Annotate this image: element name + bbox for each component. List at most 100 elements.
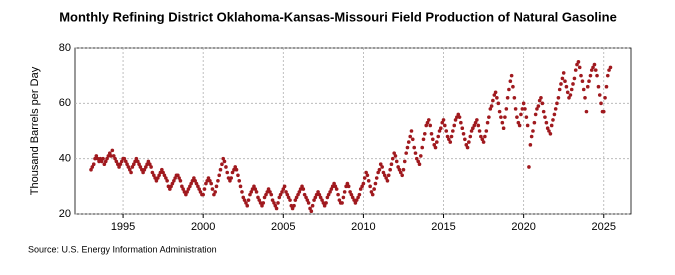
data-point	[465, 145, 470, 150]
data-point	[597, 93, 602, 97]
data-point	[353, 201, 358, 205]
data-point	[467, 140, 471, 144]
data-point	[107, 151, 112, 155]
data-point	[366, 179, 371, 183]
data-point	[158, 170, 163, 175]
data-point	[540, 101, 545, 106]
data-point	[297, 190, 302, 194]
data-point	[437, 129, 442, 133]
data-point	[608, 65, 613, 70]
data-point	[329, 187, 334, 191]
data-point	[587, 79, 591, 83]
data-point	[520, 107, 525, 111]
data-point	[605, 73, 610, 78]
data-point	[479, 134, 483, 139]
data-point	[180, 184, 184, 189]
data-point	[378, 162, 383, 166]
data-point	[168, 187, 172, 191]
data-point	[580, 79, 585, 83]
data-point	[225, 170, 230, 175]
data-point	[541, 109, 546, 114]
data-point	[536, 104, 541, 108]
data-point	[156, 176, 160, 180]
data-point	[340, 201, 344, 205]
data-point	[181, 187, 185, 191]
data-point	[436, 134, 441, 139]
data-point	[576, 60, 581, 64]
data-point	[350, 195, 355, 200]
data-point	[471, 126, 475, 131]
data-point	[344, 184, 348, 189]
data-point	[284, 190, 288, 194]
data-point	[468, 134, 473, 139]
data-point	[549, 123, 554, 128]
data-point	[369, 190, 374, 194]
data-point	[318, 195, 323, 200]
data-point	[357, 192, 362, 197]
data-point	[262, 195, 267, 200]
data-point	[91, 162, 96, 166]
data-point	[172, 179, 176, 183]
data-point	[149, 165, 153, 169]
data-point	[593, 68, 598, 72]
x-tick-label: 2025	[592, 221, 616, 233]
data-point	[126, 165, 131, 169]
data-point	[302, 192, 307, 197]
data-point	[241, 195, 246, 200]
data-point	[557, 87, 562, 92]
data-point	[337, 198, 342, 202]
data-point	[409, 129, 414, 133]
data-point	[555, 101, 559, 106]
data-point	[517, 123, 522, 128]
data-point	[206, 176, 211, 180]
data-point	[222, 159, 227, 164]
data-point	[316, 190, 320, 194]
data-point	[607, 68, 611, 72]
data-point	[527, 165, 531, 169]
data-point	[548, 131, 553, 136]
data-point	[589, 68, 594, 72]
data-point	[204, 181, 208, 186]
data-point	[97, 159, 101, 164]
data-point	[417, 162, 422, 166]
data-point	[459, 120, 463, 125]
data-point	[573, 68, 578, 72]
data-point	[428, 123, 433, 128]
data-point	[132, 162, 136, 166]
data-point	[278, 192, 283, 197]
data-point	[165, 179, 169, 183]
y-tick-label: 80	[59, 42, 71, 54]
data-point	[248, 192, 252, 197]
data-point	[272, 201, 276, 205]
data-point	[269, 192, 274, 197]
data-point	[405, 145, 410, 150]
data-point	[577, 65, 582, 70]
data-point	[429, 131, 434, 136]
data-point	[202, 187, 207, 191]
data-point	[117, 165, 121, 169]
data-point	[245, 203, 250, 208]
data-point	[571, 82, 575, 86]
data-point	[233, 165, 238, 169]
data-point	[188, 184, 192, 189]
data-point	[430, 137, 435, 142]
data-point	[252, 184, 256, 189]
data-point	[516, 120, 521, 125]
data-point	[150, 170, 155, 175]
data-point	[356, 195, 360, 200]
data-point	[449, 134, 454, 139]
data-point	[561, 71, 566, 75]
data-point	[532, 120, 537, 125]
data-point	[365, 173, 370, 178]
data-point	[553, 107, 558, 111]
data-point	[483, 134, 487, 139]
data-point	[361, 181, 366, 186]
data-point	[380, 165, 384, 169]
data-point	[98, 156, 103, 161]
data-point	[130, 165, 135, 169]
data-point	[328, 190, 332, 194]
data-point	[285, 192, 290, 197]
data-point	[326, 192, 331, 197]
data-point	[495, 96, 499, 100]
